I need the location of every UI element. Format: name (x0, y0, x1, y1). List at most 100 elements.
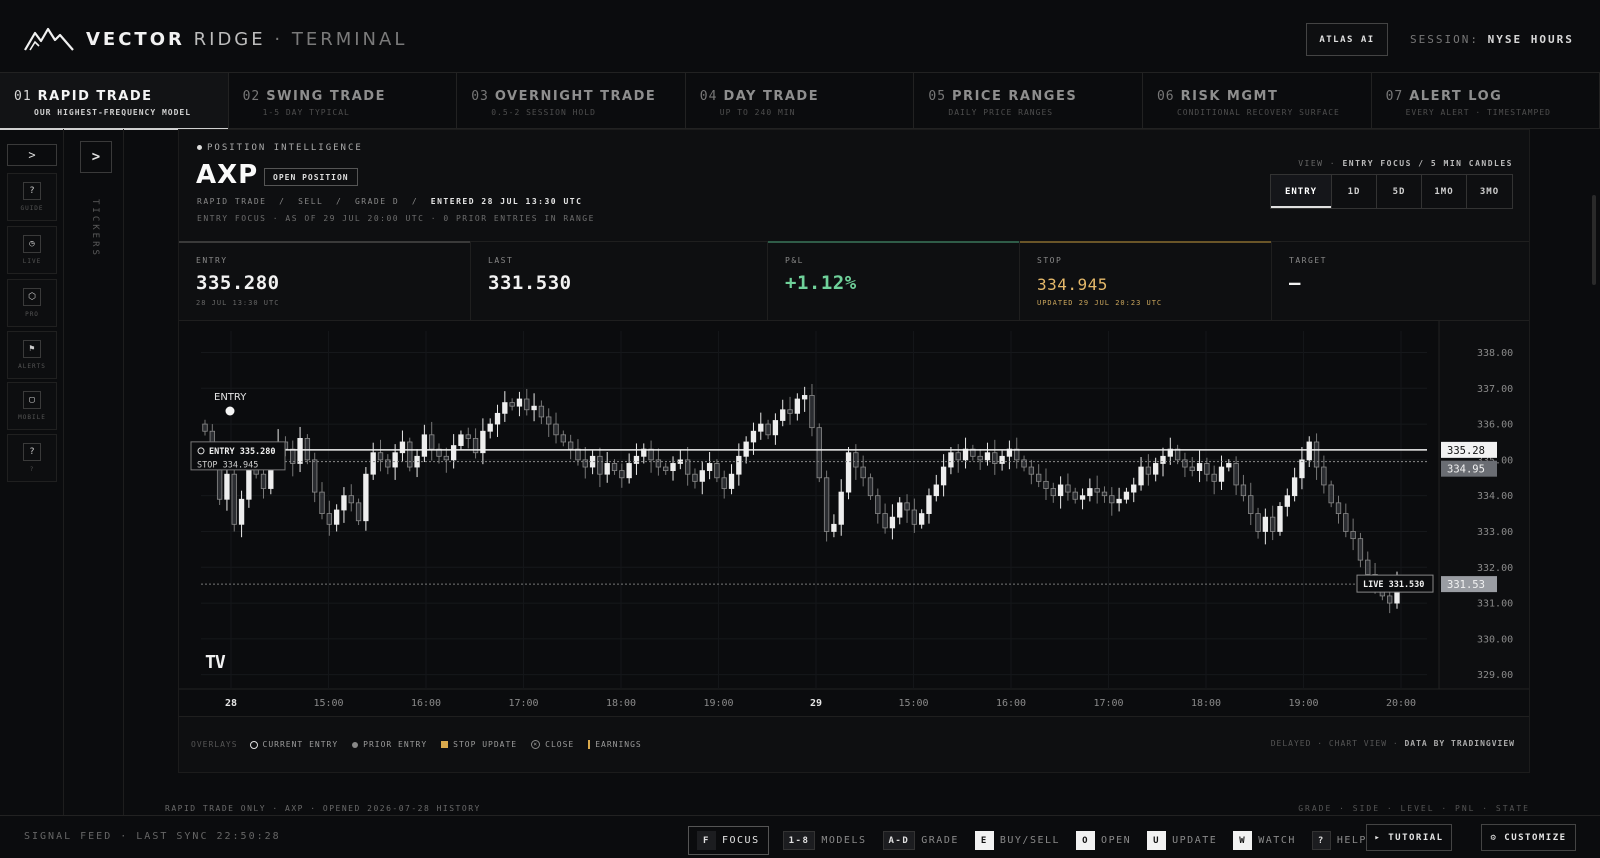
stat-label: LAST (488, 256, 514, 265)
live-tag-box (1356, 574, 1434, 593)
candle-body (655, 459, 662, 468)
tab-price-ranges[interactable]: 05 PRICE RANGES DAILY PRICE RANGES (914, 73, 1143, 129)
candle-body (897, 502, 903, 518)
stop-tag: STOP 334.945 (197, 461, 258, 471)
candle-body (531, 405, 537, 411)
attribution-value[interactable]: DATA BY TRADINGVIEW (1404, 739, 1515, 748)
range-button-1mo[interactable]: 1MO (1422, 175, 1467, 208)
brand-separator: · (274, 29, 284, 50)
stat-last: LAST 331.530 (471, 242, 768, 322)
tab-subtitle: 0.5-2 SESSION HOLD (491, 108, 596, 117)
candle-body (567, 441, 574, 450)
candle-body (794, 398, 801, 414)
shortcut-open[interactable]: O OPEN (1076, 831, 1131, 850)
candle-body (721, 477, 727, 489)
rail-toggle-button[interactable]: > (7, 144, 57, 166)
shortcut-help[interactable]: ? HELP (1311, 831, 1367, 850)
candle-body (385, 459, 391, 468)
shortcut-label: MODELS (821, 835, 867, 846)
shortcut-label: GRADE (921, 835, 959, 846)
y-tick-label: 331.00 (1477, 599, 1513, 610)
legend-close[interactable]: × CLOSE (531, 740, 574, 749)
y-tick-label: 330.00 (1477, 634, 1513, 645)
session-label: SESSION: (1410, 33, 1479, 46)
tutorial-button[interactable]: ▸ TUTORIAL (1366, 824, 1452, 851)
tab-overnight-trade[interactable]: 03 OVERNIGHT TRADE 0.5-2 SESSION HOLD (457, 73, 686, 129)
candle-body (260, 473, 267, 489)
candle-body (816, 427, 822, 479)
candle-body (604, 463, 610, 475)
customize-button[interactable]: ⚙ CUSTOMIZE (1481, 824, 1576, 851)
tab-risk-mgmt[interactable]: 06 RISK MGMT CONDITIONAL RECOVERY SURFACE (1143, 73, 1372, 129)
rail-item-alerts[interactable]: ⚑ ALERTS (7, 331, 57, 379)
atlas-ai-button[interactable]: ATLAS AI (1306, 23, 1388, 56)
candle-body (429, 434, 435, 450)
candle-body (940, 466, 947, 486)
rail-item-pro[interactable]: ⬡ PRO (7, 279, 57, 327)
candle-body (1357, 538, 1364, 561)
shortcut-label: HELP (1336, 835, 1367, 846)
meta-side: SELL (298, 197, 324, 206)
candle-body (663, 466, 669, 472)
rail-item-help[interactable]: ?? (7, 434, 57, 482)
rail-item-live[interactable]: ◷ LIVE (7, 226, 57, 274)
tab-swing-trade[interactable]: 02 SWING TRADE 1-5 DAY TYPICAL (229, 73, 458, 129)
session-indicator: SESSION: NYSE HOURS (1410, 33, 1574, 46)
tickers-expand-button[interactable]: > (80, 141, 112, 173)
candle-body (319, 491, 325, 514)
shortcut-buy-sell[interactable]: E BUY/SELL (974, 831, 1060, 850)
candlestick-chart[interactable]: 338.00337.00336.00335.00334.00333.00332.… (179, 321, 1529, 716)
shortcut-grade[interactable]: A-D GRADE (882, 831, 959, 850)
range-button-1d[interactable]: 1D (1332, 175, 1377, 208)
status-dot-icon (197, 145, 202, 150)
shortcut-key: E (974, 831, 994, 850)
candle-body (831, 523, 837, 532)
candle-body (1021, 459, 1027, 468)
x-tick-label: 16:00 (411, 698, 441, 709)
shortcut-key: 1-8 (782, 831, 816, 850)
candle-body (1079, 495, 1086, 500)
tab-title: SWING TRADE (266, 89, 386, 104)
stats-row: ENTRY 335.280 28 JUL 13:30 UTC LAST 331.… (179, 241, 1529, 322)
candle-body (509, 402, 515, 407)
shortcut-update[interactable]: U UPDATE (1147, 831, 1217, 850)
candle-body (780, 409, 786, 421)
candle-body (962, 448, 969, 461)
scrollbar[interactable] (1592, 195, 1596, 285)
candle-body (626, 463, 632, 479)
candle-body (1321, 466, 1327, 486)
legend-current-entry[interactable]: CURRENT ENTRY (249, 740, 339, 749)
legend-stop-update[interactable]: STOP UPDATE (441, 740, 517, 749)
candle-body (1387, 595, 1393, 604)
legend-earnings[interactable]: EARNINGS (588, 740, 642, 749)
shortcut-label: OPEN (1101, 835, 1132, 846)
shortcut-models[interactable]: 1-8 MODELS (782, 831, 867, 850)
candle-body (633, 455, 640, 464)
range-button-entry[interactable]: ENTRY (1271, 175, 1332, 208)
shortcut-watch[interactable]: W WATCH (1233, 831, 1296, 850)
tab-day-trade[interactable]: 04 DAY TRADE UP TO 240 MIN (686, 73, 915, 129)
range-button-3mo[interactable]: 3MO (1479, 186, 1500, 197)
legend-prior-entry[interactable]: PRIOR ENTRY (352, 740, 427, 749)
candle-body (1328, 484, 1334, 504)
candle-body (524, 398, 530, 411)
candle-body (948, 452, 954, 468)
rail-item-label: ALERTS (18, 363, 46, 370)
legend-text: PRIOR ENTRY (363, 740, 428, 749)
x-tick-label: 20:00 (1386, 698, 1416, 709)
alerts-icon: ⚑ (23, 340, 41, 358)
candle-body (238, 498, 245, 525)
rail-item-guide[interactable]: ? GUIDE (7, 173, 57, 221)
stat-pnl: P&L +1.12% (768, 241, 1020, 322)
shortcut-focus[interactable]: F FOCUS (688, 826, 769, 855)
candle-body (801, 395, 808, 400)
shortcut-label: WATCH (1258, 835, 1296, 846)
price-chart[interactable]: 338.00337.00336.00335.00334.00333.00332.… (179, 321, 1529, 716)
tab-rapid-trade[interactable]: 01 RAPID TRADE OUR HIGHEST-FREQUENCY MODEL (0, 73, 229, 130)
range-button-5d[interactable]: 5D (1377, 175, 1422, 208)
candle-body (1043, 480, 1049, 489)
tab-alert-log[interactable]: 07 ALERT LOG EVERY ALERT · TIMESTAMPED (1372, 73, 1600, 129)
candle-body (407, 441, 413, 468)
rail-item-mobile[interactable]: ▢ MOBILE (7, 382, 57, 430)
stat-value: 334.945 (1037, 275, 1108, 294)
